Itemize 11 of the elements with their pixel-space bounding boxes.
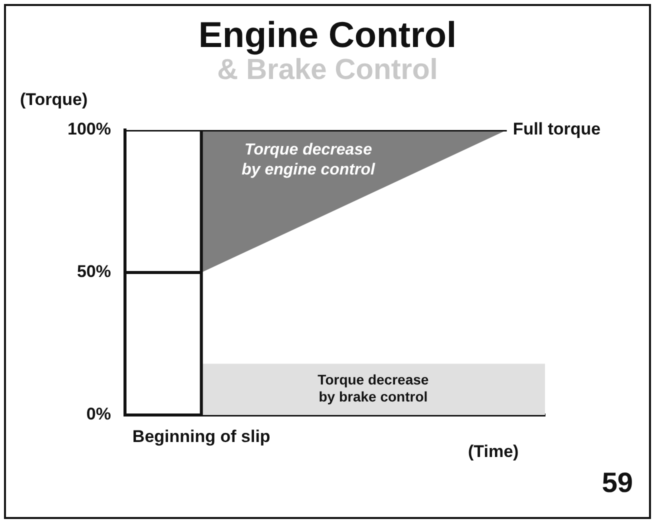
chart-title: Engine Control — [198, 14, 458, 56]
y-tick-label: 100% — [68, 120, 111, 139]
series-label: Full torque — [512, 120, 601, 139]
x-tick-label: Beginning of slip — [132, 426, 270, 446]
series-label: Torque decrease by engine control — [242, 141, 376, 178]
x-axis-title: (Time) — [468, 442, 519, 462]
y-axis-title: (Torque) — [20, 90, 88, 110]
y-tick-label: 0% — [86, 404, 111, 424]
y-tick-label: 50% — [76, 262, 111, 282]
text: 59 — [602, 467, 633, 499]
series-label: Torque decrease by brake control — [318, 372, 429, 405]
